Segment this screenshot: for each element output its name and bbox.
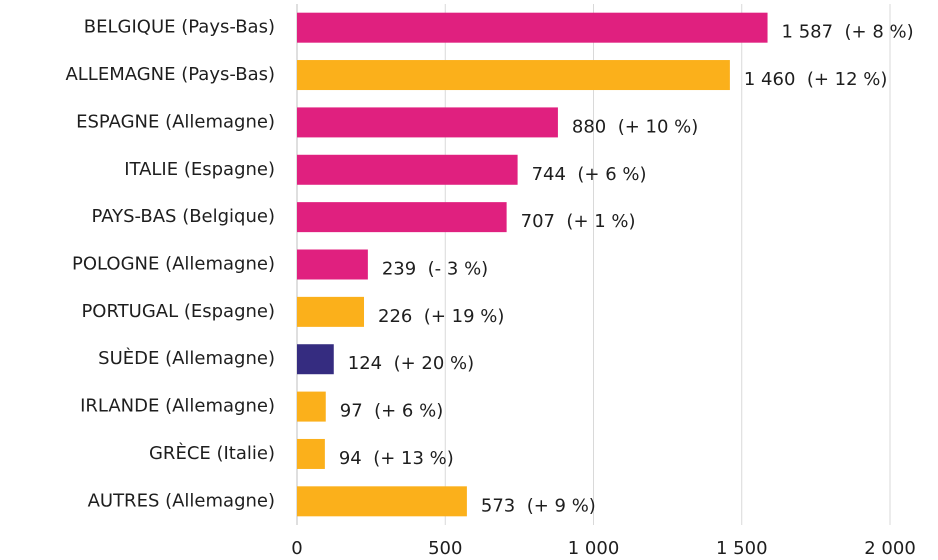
y-tick-label: GRÈCE (Italie) [149, 442, 275, 464]
y-tick-label: ITALIE (Espagne) [124, 159, 275, 180]
bar [297, 344, 334, 375]
data-label: 97 (+ 6 %) [340, 401, 443, 422]
bar [297, 391, 326, 422]
bar [297, 486, 467, 517]
data-label: 239 (- 3 %) [382, 259, 488, 280]
y-tick-label: AUTRES (Allemagne) [88, 490, 275, 511]
x-tick-label: 1 000 [568, 538, 620, 559]
bar [297, 202, 507, 233]
data-label: 573 (+ 9 %) [481, 495, 596, 516]
bar [297, 154, 518, 185]
data-label: 1 587 (+ 8 %) [782, 22, 914, 43]
data-label: 880 (+ 10 %) [572, 116, 698, 137]
x-tick-label: 2 000 [864, 538, 916, 559]
x-tick-label: 500 [428, 538, 462, 559]
y-tick-label: ESPAGNE (Allemagne) [76, 111, 275, 132]
bar [297, 438, 325, 469]
bar [297, 12, 768, 43]
x-tick-label: 0 [291, 538, 302, 559]
y-tick-label: POLOGNE (Allemagne) [72, 254, 275, 275]
bar [297, 107, 558, 138]
y-tick-label: SUÈDE (Allemagne) [98, 347, 275, 369]
y-tick-label: PORTUGAL (Espagne) [81, 301, 275, 322]
bar [297, 60, 730, 91]
data-label: 226 (+ 19 %) [378, 306, 504, 327]
y-tick-label: PAYS-BAS (Belgique) [91, 206, 275, 227]
bar [297, 296, 365, 327]
data-label: 1 460 (+ 12 %) [744, 69, 888, 90]
y-tick-label: IRLANDE (Allemagne) [80, 396, 275, 417]
data-label: 124 (+ 20 %) [348, 353, 474, 374]
data-label: 94 (+ 13 %) [339, 448, 454, 469]
data-label: 707 (+ 1 %) [521, 211, 636, 232]
y-tick-label: BELGIQUE (Pays-Bas) [84, 17, 275, 38]
y-tick-label: ALLEMAGNE (Pays-Bas) [65, 64, 275, 85]
data-label: 744 (+ 6 %) [532, 164, 647, 185]
x-tick-label: 1 500 [716, 538, 768, 559]
bar [297, 249, 368, 280]
